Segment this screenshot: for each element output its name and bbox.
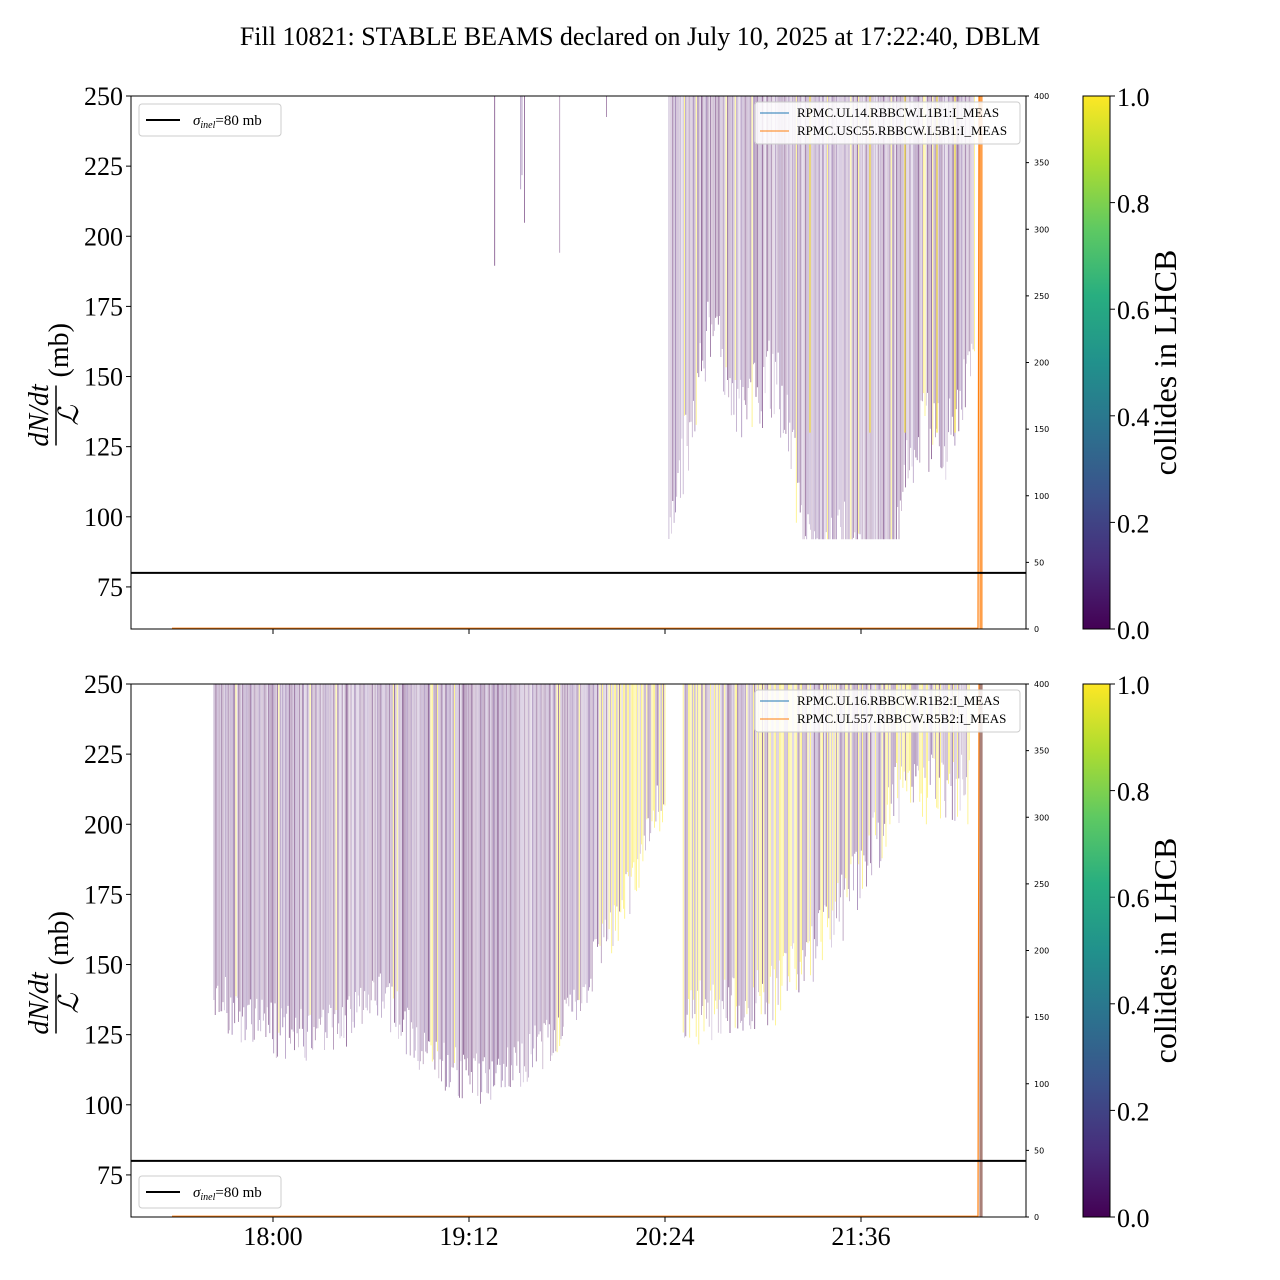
ylabel-numerator: dN/dt	[24, 971, 55, 1034]
right-tick-label: 350	[1034, 747, 1049, 756]
right-tick-label: 50	[1034, 558, 1044, 567]
right-tick-label: 200	[1034, 359, 1049, 368]
y-tick-label: 125	[84, 1021, 123, 1050]
y-tick-label: 125	[84, 433, 123, 462]
right-tick-label: 250	[1034, 880, 1049, 889]
chart-title: Fill 10821: STABLE BEAMS declared on Jul…	[240, 22, 1040, 51]
panel-bottom: 75 100 125 150 175 200 225 250 0 50 100 150 200 250 3…	[24, 670, 1049, 1251]
current-trace	[172, 96, 980, 629]
colorbar-tick-label: 1.0	[1117, 83, 1150, 112]
colorbar-label: collides in LHCB	[1147, 838, 1183, 1064]
right-tick-label: 250	[1034, 292, 1049, 301]
legend-entry: RPMC.UL14.RBBCW.L1B1:I_MEAS	[797, 105, 999, 120]
panel-top: 75 100 125 150 175 200 225 250 0 50 100 150 200 250 3…	[24, 82, 1049, 634]
y-tick-label: 100	[84, 503, 123, 532]
colorbar-tick-label: 0.6	[1117, 884, 1150, 913]
y-tick-label: 175	[84, 292, 123, 321]
y-axis-ticks: 75 100 125 150 175 200 225 250	[84, 670, 131, 1190]
ylabel-denominator: ℒ	[54, 993, 85, 1014]
right-axis-ticks: 0 50 100 150 200 250 300 350 400	[1026, 680, 1049, 1222]
right-tick-label: 300	[1034, 225, 1049, 234]
y-axis-label: dN/dt ℒ (mb)	[24, 911, 85, 1035]
ylabel-numerator: dN/dt	[24, 383, 55, 446]
y-tick-label: 250	[84, 82, 123, 111]
y-tick-label: 150	[84, 363, 123, 392]
colorbar-tick-label: 0.2	[1117, 1097, 1150, 1126]
right-tick-label: 100	[1034, 492, 1049, 501]
y-axis-ticks: 75 100 125 150 175 200 225 250	[84, 82, 131, 602]
colorbar-tick-label: 0.6	[1117, 296, 1150, 325]
colorbar-gradient	[1082, 683, 1111, 1218]
bars-top	[172, 96, 983, 629]
legend-entry: RPMC.UL557.RBBCW.R5B2:I_MEAS	[797, 711, 1006, 726]
colorbar-label: collides in LHCB	[1147, 250, 1183, 476]
right-tick-label: 150	[1034, 1013, 1049, 1022]
current-trace	[172, 684, 980, 1217]
y-tick-label: 75	[97, 1161, 123, 1190]
colorbar-tick-label: 0.2	[1117, 509, 1150, 538]
legend-entry: RPMC.UL16.RBBCW.R1B2:I_MEAS	[797, 693, 1000, 708]
colorbar-tick-label: 0.0	[1117, 1204, 1150, 1233]
legend-magnets: RPMC.UL14.RBBCW.L1B1:I_MEAS RPMC.USC55.R…	[754, 101, 1021, 145]
colorbar-tick-label: 0.0	[1117, 616, 1150, 645]
y-tick-label: 250	[84, 670, 123, 699]
right-tick-label: 400	[1034, 680, 1049, 689]
right-tick-label: 200	[1034, 947, 1049, 956]
colorbar-tick-label: 0.4	[1117, 991, 1150, 1020]
colorbar-tick-label: 0.8	[1117, 778, 1150, 807]
x-tick-label: 20:24	[635, 1222, 694, 1251]
colorbar-top: 0.0 0.2 0.4 0.6 0.8 1.0 collides in LHCB	[1082, 83, 1183, 645]
colorbar-tick-label: 1.0	[1117, 671, 1150, 700]
right-tick-label: 350	[1034, 159, 1049, 168]
y-tick-label: 225	[84, 740, 123, 769]
y-tick-label: 150	[84, 951, 123, 980]
y-tick-label: 100	[84, 1091, 123, 1120]
right-tick-label: 50	[1034, 1146, 1044, 1155]
y-tick-label: 200	[84, 810, 123, 839]
colorbar-tick-label: 0.8	[1117, 190, 1150, 219]
x-tick-label: 19:12	[439, 1222, 498, 1251]
x-axis-ticks	[272, 629, 862, 634]
y-axis-label: dN/dt ℒ (mb)	[24, 323, 85, 447]
legend-entry: RPMC.USC55.RBBCW.L5B1:I_MEAS	[797, 123, 1007, 138]
right-tick-label: 300	[1034, 813, 1049, 822]
right-tick-label: 0	[1034, 625, 1039, 634]
x-axis-ticks: 18:00 19:12 20:24 21:36	[243, 1217, 891, 1251]
right-tick-label: 100	[1034, 1080, 1049, 1089]
plot-frame	[130, 683, 1027, 1218]
right-tick-label: 150	[1034, 425, 1049, 434]
x-tick-label: 21:36	[831, 1222, 890, 1251]
right-tick-label: 0	[1034, 1213, 1039, 1222]
bars-bottom	[172, 684, 983, 1217]
right-axis-ticks: 0 50 100 150 200 250 300 350 400	[1026, 92, 1049, 634]
x-tick-label: 18:00	[243, 1222, 302, 1251]
ylabel-denominator: ℒ	[54, 405, 85, 426]
colorbar-tick-label: 0.4	[1117, 403, 1150, 432]
y-tick-label: 75	[97, 573, 123, 602]
legend-magnets: RPMC.UL16.RBBCW.R1B2:I_MEAS RPMC.UL557.R…	[754, 689, 1021, 733]
y-tick-label: 175	[84, 880, 123, 909]
y-tick-label: 225	[84, 152, 123, 181]
colorbar-bottom: 0.0 0.2 0.4 0.6 0.8 1.0 collides in LHCB	[1082, 671, 1183, 1233]
svg-text:σinel=80 mb: σinel=80 mb	[193, 113, 262, 131]
ylabel-unit: (mb)	[44, 911, 75, 965]
legend-reference: σinel=80 mb	[138, 103, 282, 137]
svg-text:σinel=80 mb: σinel=80 mb	[193, 1185, 262, 1203]
legend-reference: σinel=80 mb	[138, 1175, 282, 1209]
y-tick-label: 200	[84, 222, 123, 251]
right-tick-label: 400	[1034, 92, 1049, 101]
plot-frame	[130, 95, 1027, 630]
colorbar-gradient	[1082, 95, 1111, 630]
ylabel-unit: (mb)	[44, 323, 75, 377]
